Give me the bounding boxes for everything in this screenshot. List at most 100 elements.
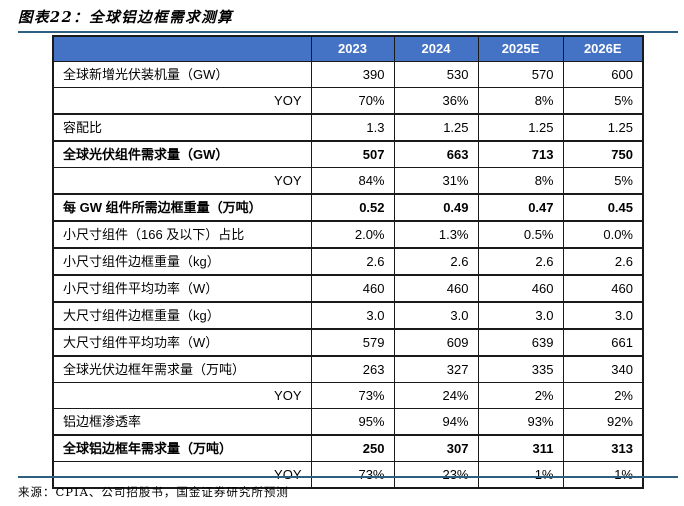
cell-value: 1.25 xyxy=(562,113,644,142)
table-body: 全球新增光伏装机量（GW） 390 530 570 600 YOY 70% 36% 8% 5% 容配… xyxy=(52,61,644,489)
header-cell-year: 2025E xyxy=(477,35,564,62)
cell-value: 0.49 xyxy=(393,193,479,222)
cell-value: 93% xyxy=(477,408,564,436)
table-row: YOY 73% 23% 1% 1% xyxy=(52,461,644,489)
row-label: YOY xyxy=(52,382,312,409)
row-label: 全球光伏组件需求量（GW） xyxy=(52,140,312,168)
row-label: YOY xyxy=(52,461,312,489)
table-row: 全球光伏边框年需求量（万吨） 263 327 335 340 xyxy=(52,355,644,383)
row-label: 全球新增光伏装机量（GW） xyxy=(52,61,312,88)
cell-value: 0.45 xyxy=(562,193,644,222)
cell-value: 31% xyxy=(393,167,479,195)
cell-value: 507 xyxy=(310,140,395,168)
cell-value: 0.0% xyxy=(562,220,644,249)
table-row: 全球光伏组件需求量（GW） 507 663 713 750 xyxy=(52,140,644,168)
header-cell-blank xyxy=(52,35,312,62)
row-label: 小尺寸组件边框重量（kg） xyxy=(52,247,312,276)
table-row: 小尺寸组件（166 及以下）占比 2.0% 1.3% 0.5% 0.0% xyxy=(52,220,644,249)
row-label: 全球铝边框年需求量（万吨） xyxy=(52,434,312,462)
source-note: 来源：CPIA、公司招股书，国金证券研究所预测 xyxy=(18,485,289,499)
cell-value: 1% xyxy=(562,461,644,489)
row-label: YOY xyxy=(52,167,312,195)
cell-value: 2.6 xyxy=(310,247,395,276)
row-label: 小尺寸组件（166 及以下）占比 xyxy=(52,220,312,249)
cell-value: 8% xyxy=(477,87,564,115)
cell-value: 73% xyxy=(310,382,395,409)
cell-value: 0.5% xyxy=(477,220,564,249)
cell-value: 70% xyxy=(310,87,395,115)
cell-value: 335 xyxy=(477,355,564,383)
cell-value: 311 xyxy=(477,434,564,462)
cell-value: 2.0% xyxy=(310,220,395,249)
cell-value: 1.3 xyxy=(310,113,395,142)
cell-value: 3.0 xyxy=(310,301,395,330)
table-row: 每 GW 组件所需边框重量（万吨） 0.52 0.49 0.47 0.45 xyxy=(52,193,644,222)
cell-value: 579 xyxy=(310,328,395,357)
cell-value: 1% xyxy=(477,461,564,489)
cell-value: 570 xyxy=(477,61,564,88)
cell-value: 1.3% xyxy=(393,220,479,249)
header-cell-year: 2026E xyxy=(562,35,644,62)
header-row: 2023 2024 2025E 2026E xyxy=(52,35,644,62)
cell-value: 250 xyxy=(310,434,395,462)
cell-value: 327 xyxy=(393,355,479,383)
table-row: 小尺寸组件平均功率（W） 460 460 460 460 xyxy=(52,274,644,303)
demand-table: 2023 2024 2025E 2026E 全球新增光伏装机量（GW） 390 530 57… xyxy=(52,35,644,489)
cell-value: 95% xyxy=(310,408,395,436)
cell-value: 8% xyxy=(477,167,564,195)
cell-value: 23% xyxy=(393,461,479,489)
cell-value: 3.0 xyxy=(393,301,479,330)
cell-value: 36% xyxy=(393,87,479,115)
cell-value: 2% xyxy=(477,382,564,409)
cell-value: 639 xyxy=(477,328,564,357)
cell-value: 2.6 xyxy=(393,247,479,276)
cell-value: 313 xyxy=(562,434,644,462)
table-row: 铝边框渗透率 95% 94% 93% 92% xyxy=(52,408,644,436)
row-label: 铝边框渗透率 xyxy=(52,408,312,436)
table-row: YOY 73% 24% 2% 2% xyxy=(52,382,644,409)
cell-value: 2.6 xyxy=(562,247,644,276)
cell-value: 5% xyxy=(562,167,644,195)
cell-value: 0.52 xyxy=(310,193,395,222)
table-row: 容配比 1.3 1.25 1.25 1.25 xyxy=(52,113,644,142)
row-label: 大尺寸组件平均功率（W） xyxy=(52,328,312,357)
row-label: 全球光伏边框年需求量（万吨） xyxy=(52,355,312,383)
table-header: 2023 2024 2025E 2026E xyxy=(52,35,644,62)
cell-value: 84% xyxy=(310,167,395,195)
cell-value: 600 xyxy=(562,61,644,88)
cell-value: 2.6 xyxy=(477,247,564,276)
cell-value: 1.25 xyxy=(477,113,564,142)
cell-value: 390 xyxy=(310,61,395,88)
cell-value: 460 xyxy=(393,274,479,303)
top-divider-rule xyxy=(18,31,678,33)
bottom-divider-rule xyxy=(18,476,678,478)
cell-value: 460 xyxy=(477,274,564,303)
cell-value: 460 xyxy=(562,274,644,303)
row-label: 大尺寸组件边框重量（kg） xyxy=(52,301,312,330)
cell-value: 609 xyxy=(393,328,479,357)
cell-value: 661 xyxy=(562,328,644,357)
cell-value: 94% xyxy=(393,408,479,436)
cell-value: 0.47 xyxy=(477,193,564,222)
cell-value: 92% xyxy=(562,408,644,436)
cell-value: 5% xyxy=(562,87,644,115)
cell-value: 307 xyxy=(393,434,479,462)
table-row: 全球铝边框年需求量（万吨） 250 307 311 313 xyxy=(52,434,644,462)
cell-value: 460 xyxy=(310,274,395,303)
header-cell-year: 2023 xyxy=(310,35,395,62)
cell-value: 24% xyxy=(393,382,479,409)
cell-value: 340 xyxy=(562,355,644,383)
cell-value: 713 xyxy=(477,140,564,168)
cell-value: 263 xyxy=(310,355,395,383)
cell-value: 1.25 xyxy=(393,113,479,142)
cell-value: 663 xyxy=(393,140,479,168)
table-row: YOY 70% 36% 8% 5% xyxy=(52,87,644,115)
table-row: YOY 84% 31% 8% 5% xyxy=(52,167,644,195)
table-row: 全球新增光伏装机量（GW） 390 530 570 600 xyxy=(52,61,644,88)
cell-value: 750 xyxy=(562,140,644,168)
row-label: 容配比 xyxy=(52,113,312,142)
cell-value: 530 xyxy=(393,61,479,88)
cell-value: 2% xyxy=(562,382,644,409)
table-row: 小尺寸组件边框重量（kg） 2.6 2.6 2.6 2.6 xyxy=(52,247,644,276)
table-row: 大尺寸组件平均功率（W） 579 609 639 661 xyxy=(52,328,644,357)
